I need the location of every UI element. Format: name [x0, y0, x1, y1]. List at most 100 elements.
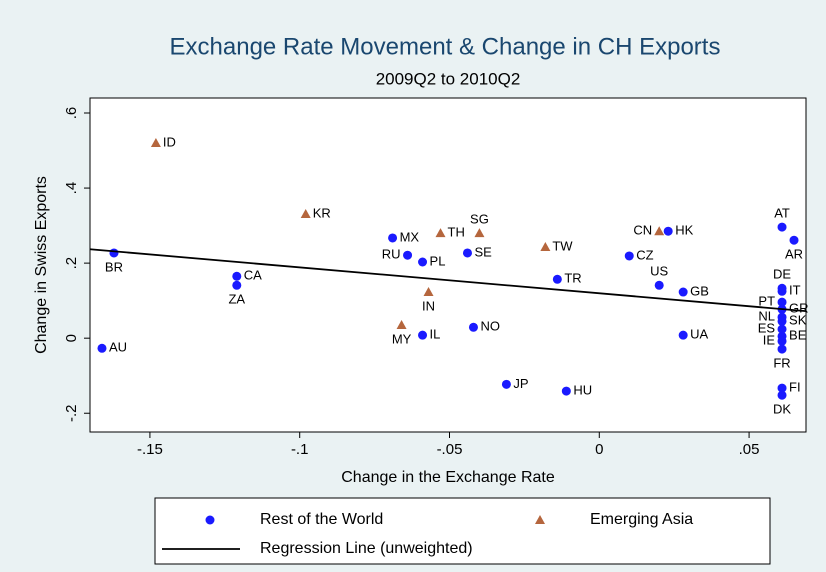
point	[789, 235, 799, 245]
point	[232, 280, 242, 290]
point-label: US	[650, 264, 668, 279]
point	[396, 320, 407, 330]
x-axis-label: Change in the Exchange Rate	[341, 469, 555, 486]
point-label: PT	[758, 294, 775, 309]
point	[561, 386, 571, 396]
point-label: CZ	[636, 247, 653, 262]
point-label: AU	[109, 340, 127, 355]
point	[418, 257, 428, 267]
point-label: PL	[430, 253, 446, 268]
x-tick-label: -.1	[291, 441, 309, 458]
point-label: DE	[773, 267, 791, 282]
chart-title: Exchange Rate Movement & Change in CH Ex…	[170, 33, 721, 60]
point-label: IL	[430, 327, 441, 342]
point	[501, 379, 511, 389]
y-tick-label: 0	[63, 334, 80, 342]
legend-marker	[205, 515, 215, 525]
point-label: KR	[313, 205, 331, 220]
y-tick-label: .6	[63, 107, 80, 120]
x-tick-label: -.15	[137, 441, 163, 458]
point	[777, 222, 787, 232]
point-label: DK	[773, 402, 791, 417]
y-tick-label: .2	[63, 257, 80, 270]
point	[777, 390, 787, 400]
point	[777, 297, 787, 307]
point-label: CN	[633, 223, 652, 238]
point-label: RU	[382, 247, 401, 262]
legend-label: Regression Line (unweighted)	[260, 540, 473, 557]
point-label: SG	[470, 212, 489, 227]
point-label: GR	[789, 301, 809, 316]
point	[777, 344, 787, 354]
x-tick-label: 0	[595, 441, 603, 458]
point-label: TW	[552, 238, 573, 253]
point-label: TR	[564, 271, 581, 286]
x-tick-label: .05	[739, 441, 760, 458]
y-axis-label: Change in Swiss Exports	[33, 176, 50, 354]
point-label: IN	[422, 298, 435, 313]
point	[777, 316, 787, 326]
point	[418, 330, 428, 340]
point-label: NL	[758, 309, 775, 324]
point-label: IT	[789, 283, 801, 298]
plot-area	[89, 97, 807, 433]
point	[462, 248, 472, 258]
point	[678, 287, 688, 297]
point	[777, 286, 787, 296]
point	[423, 287, 434, 297]
legend-label: Emerging Asia	[590, 511, 693, 528]
point	[97, 343, 107, 353]
y-tick-label: -.2	[63, 404, 80, 422]
point	[403, 250, 413, 260]
point	[468, 322, 478, 332]
x-tick-label: -.05	[437, 441, 463, 458]
point-label: FR	[773, 356, 790, 371]
point-label: HU	[573, 383, 592, 398]
point	[300, 208, 311, 218]
point-label: AR	[785, 247, 803, 262]
point	[678, 330, 688, 340]
point-label: ES	[758, 321, 776, 336]
point	[232, 271, 242, 281]
point-label: TH	[448, 225, 465, 240]
point	[435, 228, 446, 238]
chart-subtitle: 2009Q2 to 2010Q2	[376, 69, 521, 88]
point	[540, 241, 551, 251]
point	[109, 248, 119, 258]
point-label: AT	[774, 206, 790, 221]
point-label: ID	[163, 134, 176, 149]
point-label: FI	[789, 380, 801, 395]
regression-line	[89, 248, 807, 313]
point-label: SK	[789, 313, 807, 328]
point-label: BR	[105, 259, 123, 274]
point-label: NO	[480, 319, 500, 334]
point-label: HK	[675, 223, 693, 238]
point-label: SE	[474, 244, 492, 259]
legend-label: Rest of the World	[260, 511, 383, 528]
point-label: GB	[690, 283, 709, 298]
y-tick-label: .4	[63, 182, 80, 195]
point	[474, 228, 485, 238]
point	[552, 274, 562, 284]
point	[654, 280, 664, 290]
point-label: CA	[244, 268, 262, 283]
point-label: IE	[763, 333, 776, 348]
point	[654, 226, 665, 236]
point	[777, 336, 787, 346]
point-label: MY	[392, 331, 412, 346]
point	[150, 138, 161, 148]
point	[777, 324, 787, 334]
point-label: BE	[789, 328, 807, 343]
point	[388, 233, 398, 243]
point-label: UA	[690, 327, 708, 342]
point	[663, 226, 673, 236]
point-label: MX	[400, 229, 420, 244]
point	[624, 251, 634, 261]
point-label: ZA	[228, 292, 245, 307]
legend-marker	[535, 515, 545, 524]
legend-box	[154, 497, 771, 565]
point	[777, 383, 787, 393]
point-label: JP	[513, 376, 528, 391]
